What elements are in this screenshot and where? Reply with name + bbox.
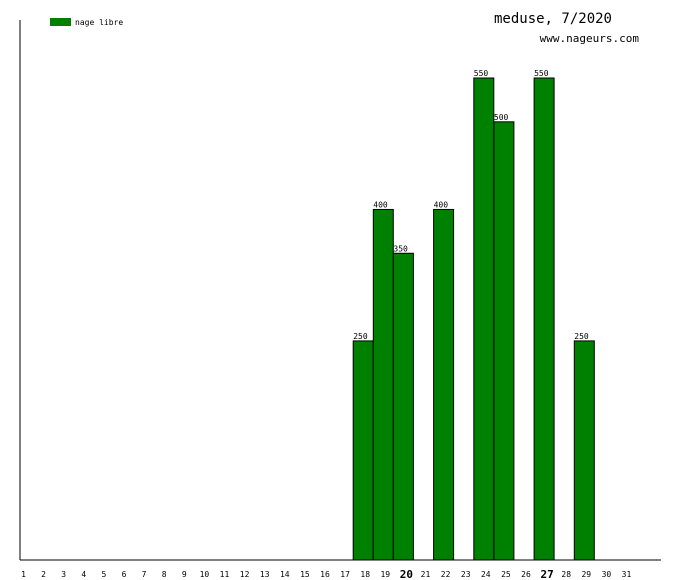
- data-label: 550: [474, 69, 489, 78]
- data-label: 550: [534, 69, 549, 78]
- x-tick-label: 20: [400, 568, 413, 580]
- x-tick-label: 30: [602, 570, 612, 579]
- x-tick-label: 9: [182, 570, 187, 579]
- data-label: 350: [393, 244, 408, 253]
- x-tick-label: 4: [81, 570, 86, 579]
- x-tick-label: 11: [220, 570, 230, 579]
- x-tick-label: 14: [280, 570, 290, 579]
- bar: [372, 208, 394, 561]
- x-tick-label: 26: [521, 570, 531, 579]
- x-tick-label: 31: [622, 570, 632, 579]
- x-tick-label: 6: [122, 570, 127, 579]
- x-tick-labels: 1 2 3 4 5 6 7 8 9 10 11 12 13 14 15 16 17 18 19 20 21 22 23 24 2…: [21, 568, 631, 580]
- x-tick-label: 28: [561, 570, 571, 579]
- x-tick-label: 8: [162, 570, 167, 579]
- data-label: 500: [494, 113, 509, 122]
- x-tick-label: 3: [61, 570, 66, 579]
- x-tick-label: 2: [41, 570, 46, 579]
- bar: [493, 121, 515, 561]
- x-tick-label: 19: [380, 570, 390, 579]
- x-tick-label: 25: [501, 570, 511, 579]
- chart-title: meduse, 7/2020: [494, 11, 612, 27]
- bar: [533, 77, 555, 561]
- data-label: 400: [434, 200, 449, 209]
- data-label: 250: [574, 332, 589, 341]
- axes: [19, 20, 661, 561]
- legend-swatch: [50, 18, 71, 26]
- x-tick-label: 23: [461, 570, 471, 579]
- legend: nage libre: [50, 18, 123, 27]
- x-tick-label: 22: [441, 570, 451, 579]
- bar: [573, 340, 595, 561]
- x-tick-label: 18: [360, 570, 370, 579]
- x-tick-label: 13: [260, 570, 270, 579]
- x-tick-label: 15: [300, 570, 310, 579]
- x-tick-label: 10: [200, 570, 210, 579]
- legend-label: nage libre: [75, 18, 123, 27]
- x-tick-label: 27: [540, 568, 553, 580]
- x-tick-label: 1: [21, 570, 26, 579]
- x-tick-label: 17: [340, 570, 350, 579]
- x-tick-label: 21: [421, 570, 431, 579]
- data-label: 250: [353, 332, 368, 341]
- bars: 250 400 350 400 550 500 550 250: [352, 69, 595, 561]
- data-label: 400: [373, 200, 388, 209]
- chart-subtitle: www.nageurs.com: [540, 32, 640, 45]
- x-tick-label: 16: [320, 570, 330, 579]
- x-tick-label: 12: [240, 570, 250, 579]
- x-tick-label: 29: [581, 570, 591, 579]
- bar: [433, 208, 455, 561]
- x-tick-label: 7: [142, 570, 147, 579]
- bar: [352, 340, 374, 561]
- bar: [392, 252, 414, 561]
- x-tick-label: 24: [481, 570, 491, 579]
- x-tick-label: 5: [101, 570, 106, 579]
- bar: [473, 77, 495, 561]
